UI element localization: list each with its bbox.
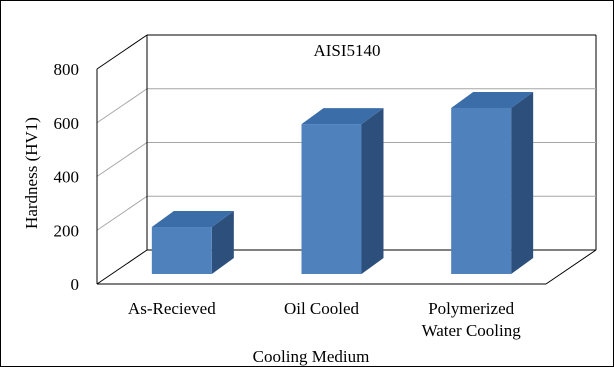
y-tick-label-3: 600 xyxy=(54,114,80,133)
y-axis-title: Hardness (HV1) xyxy=(22,117,41,229)
y-tick-label-4: 800 xyxy=(54,60,80,79)
gridline-side-1 xyxy=(96,195,148,231)
bar-1 xyxy=(301,124,362,274)
gridline-side-2 xyxy=(96,142,148,177)
y-tick-label-1: 200 xyxy=(54,221,80,240)
bar-2 xyxy=(451,107,512,274)
gridline-side-3 xyxy=(96,88,148,124)
x-tick-label-2-line-1: Water Cooling xyxy=(422,321,522,340)
floor-right-edge xyxy=(545,249,597,285)
y-tick-label-2: 400 xyxy=(54,168,80,187)
chart-title: AISI5140 xyxy=(313,41,380,60)
bar-side-0 xyxy=(211,211,234,274)
x-tick-label-0: As-Recieved xyxy=(128,299,216,318)
bar-side-2 xyxy=(511,91,534,274)
floor-left-edge xyxy=(96,249,148,285)
bar-top-1 xyxy=(301,108,384,125)
y-tick-label-0: 0 xyxy=(71,275,80,294)
x-tick-label-2-line-0: Polymerized xyxy=(428,299,514,318)
bar-top-2 xyxy=(451,91,534,108)
side-wall-top-edge xyxy=(96,34,148,70)
x-axis-title: Cooling Medium xyxy=(253,347,370,366)
bar-side-1 xyxy=(361,108,384,274)
bar-top-0 xyxy=(151,211,234,228)
bar-0 xyxy=(151,227,212,274)
x-tick-label-1: Oil Cooled xyxy=(284,299,360,318)
